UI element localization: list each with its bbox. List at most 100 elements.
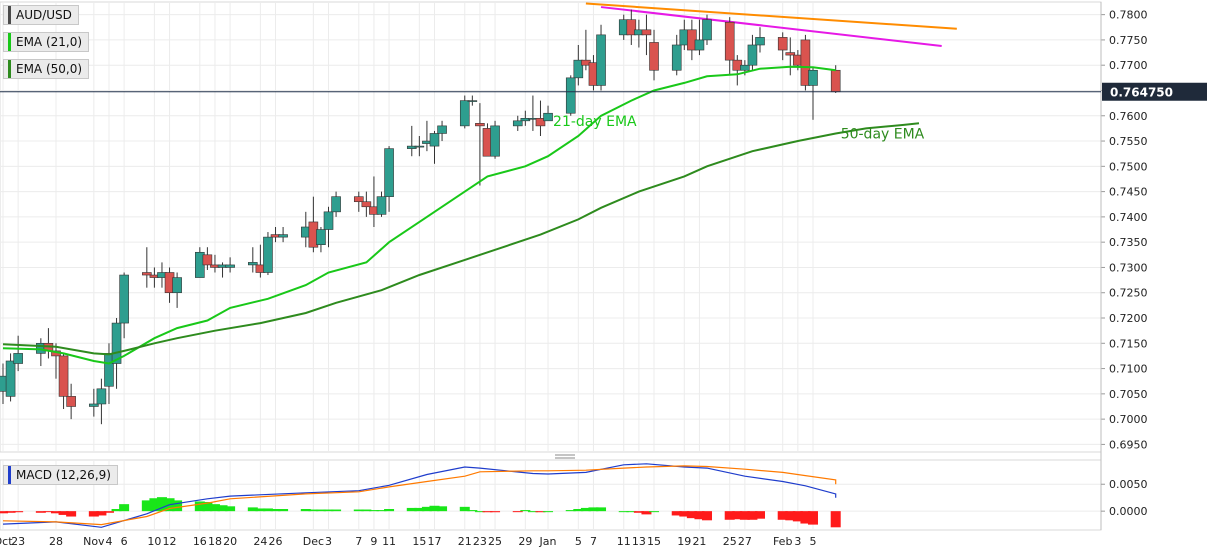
candle-body-up — [331, 196, 341, 213]
date-tick-label: Nov — [83, 535, 105, 548]
candle-body-up — [694, 39, 705, 51]
candle[interactable] — [5, 353, 16, 402]
candle[interactable] — [361, 191, 372, 217]
macd-histogram-bar — [0, 511, 8, 514]
candle[interactable] — [808, 67, 818, 120]
candle-body-up — [172, 277, 182, 294]
candle[interactable] — [490, 120, 500, 159]
candle-body-up — [323, 211, 334, 230]
legend-symbol[interactable]: AUD/USD — [3, 5, 79, 25]
macd-histogram-bar — [50, 511, 61, 514]
candle[interactable] — [119, 272, 129, 339]
trendline-1[interactable] — [585, 2, 957, 30]
ema21-line[interactable] — [2, 65, 836, 365]
macd-line[interactable] — [2, 463, 837, 528]
candle[interactable] — [747, 34, 758, 71]
candle[interactable] — [89, 388, 99, 417]
trendline-2[interactable] — [600, 6, 942, 47]
candle-body-down — [475, 123, 485, 127]
macd-histogram-bar — [512, 511, 523, 513]
legend-macd[interactable]: MACD (12,26,9) — [3, 465, 118, 485]
candle[interactable] — [172, 272, 182, 308]
candle[interactable] — [384, 146, 394, 212]
candle[interactable] — [225, 257, 235, 273]
candle[interactable] — [702, 14, 712, 45]
macd-histogram-bar — [527, 511, 538, 513]
candle[interactable] — [467, 95, 478, 106]
macd-histogram-bar — [172, 500, 183, 512]
price-tick-label: 0.7500 — [1109, 160, 1148, 173]
macd-histogram-bar — [323, 509, 334, 512]
price-tick-label: 0.7000 — [1109, 413, 1148, 426]
macd-histogram-bar — [777, 511, 788, 520]
candle[interactable] — [777, 32, 788, 61]
macd-histogram-bar — [88, 511, 99, 517]
candle-body-up — [248, 262, 258, 266]
macd-histogram-bar — [641, 511, 652, 515]
candle[interactable] — [278, 227, 288, 243]
candle[interactable] — [202, 247, 213, 270]
candle[interactable] — [316, 227, 326, 253]
signal-line[interactable] — [2, 465, 837, 526]
candle[interactable] — [671, 34, 682, 76]
candle[interactable] — [785, 37, 796, 76]
candle-body-up — [384, 148, 394, 197]
macd-histogram-bar — [459, 506, 470, 512]
date-tick-label: 25 — [723, 535, 737, 548]
candle[interactable] — [13, 335, 23, 372]
macd-histogram-bar — [679, 511, 690, 517]
candle[interactable] — [437, 120, 447, 142]
candle[interactable] — [142, 247, 152, 288]
candle-body-up — [702, 19, 712, 41]
candle[interactable] — [596, 24, 606, 91]
date-tick-label: 9 — [370, 535, 377, 548]
macd-tick-label: 0.0000 — [1109, 505, 1148, 518]
ema-lines — [2, 65, 920, 365]
candle[interactable] — [66, 383, 76, 420]
candle[interactable] — [353, 191, 364, 212]
date-tick-label: Dec — [303, 535, 324, 548]
price-grid — [0, 1, 1102, 453]
candle-body-down — [58, 355, 69, 397]
candle[interactable] — [475, 103, 485, 186]
candle[interactable] — [248, 247, 258, 273]
candle[interactable] — [694, 19, 705, 56]
date-tick-label: 12 — [163, 535, 177, 548]
candle[interactable] — [323, 206, 334, 248]
candle[interactable] — [800, 34, 811, 91]
price-tick-label: 0.7300 — [1109, 261, 1148, 274]
candle[interactable] — [573, 44, 584, 86]
candle[interactable] — [414, 135, 425, 157]
candle[interactable] — [512, 115, 523, 131]
candle[interactable] — [543, 105, 553, 122]
macd-histogram-bar — [58, 511, 69, 515]
ema50-line[interactable] — [2, 122, 920, 356]
candle[interactable] — [755, 27, 765, 53]
candle[interactable] — [331, 191, 341, 217]
macd-histogram-bar — [739, 511, 750, 520]
candle[interactable] — [724, 17, 735, 76]
macd-histogram-bar — [694, 511, 705, 520]
candle[interactable] — [263, 232, 273, 276]
macd-histogram-bar — [247, 507, 258, 512]
legend-symbol-label: AUD/USD — [16, 8, 72, 22]
date-tick-label: 6 — [121, 535, 128, 548]
candle-body-down — [785, 52, 796, 56]
candle[interactable] — [96, 378, 107, 425]
macd-histogram-bar — [13, 511, 24, 513]
candle[interactable] — [649, 29, 659, 81]
candle[interactable] — [535, 100, 546, 136]
candle[interactable] — [626, 9, 637, 45]
macd-histogram-bar — [5, 511, 16, 513]
macd-histogram-bar — [255, 508, 266, 512]
candle[interactable] — [565, 75, 576, 116]
candle[interactable] — [641, 14, 652, 56]
macd-grid — [0, 459, 1102, 531]
candle[interactable] — [429, 130, 440, 164]
candle[interactable] — [58, 353, 69, 410]
candle[interactable] — [376, 191, 387, 217]
candle[interactable] — [459, 95, 470, 129]
legend-ema50[interactable]: EMA (50,0) — [3, 59, 90, 79]
candle-body-down — [777, 37, 788, 51]
legend-ema21[interactable]: EMA (21,0) — [3, 32, 90, 52]
